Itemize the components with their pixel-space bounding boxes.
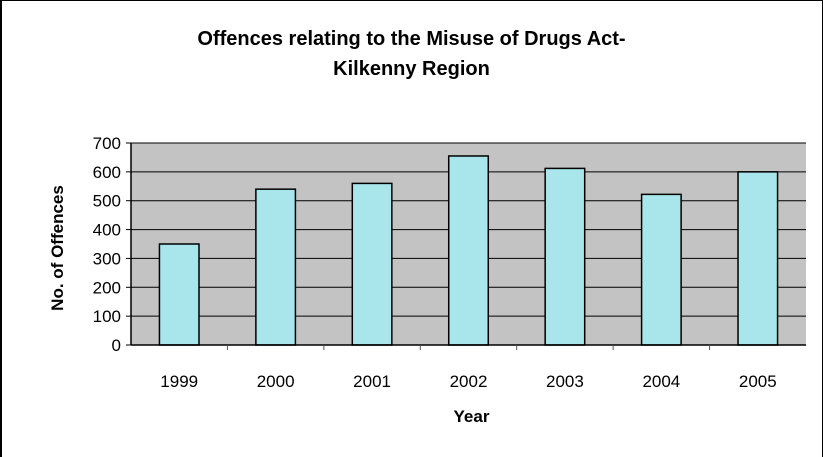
x-tick-label: 2005 (739, 372, 777, 391)
bar-2005 (737, 171, 779, 346)
bar-1999 (158, 243, 200, 346)
y-tick-label: 500 (93, 192, 121, 211)
y-tick-label: 200 (93, 278, 121, 297)
y-tick-label: 400 (93, 221, 121, 240)
axes (130, 143, 806, 346)
y-tick-label: 100 (93, 307, 121, 326)
x-tick-labels: 1999 2000 2001 2002 2003 2004 2005 (160, 345, 777, 391)
x-tick-label: 2004 (642, 372, 680, 391)
bar-2003 (544, 167, 586, 346)
bar-2002 (447, 155, 490, 346)
bar-2004 (640, 193, 682, 346)
chart-title: Offences relating to the Misuse of Drugs… (0, 24, 823, 84)
x-tick-label: 2001 (353, 372, 391, 391)
bar-2001 (351, 182, 393, 346)
y-tick-label: 300 (93, 249, 121, 268)
y-tick-label: 700 (93, 134, 121, 153)
y-axis-label: No. of Offences (48, 185, 67, 311)
y-tick-label: 0 (112, 336, 121, 355)
y-tick-label: 600 (93, 163, 121, 182)
y-tick-labels: 0 100 200 300 400 500 600 700 (93, 134, 131, 355)
x-tick-label: 1999 (160, 372, 198, 391)
chart-title-line-1: Offences relating to the Misuse of Drugs… (197, 28, 626, 50)
x-tick-label: 2000 (257, 372, 295, 391)
bar-2000 (255, 188, 297, 346)
x-tick-label: 2003 (546, 372, 584, 391)
x-axis-label: Year (454, 407, 490, 426)
chart-title-line-2: Kilkenny Region (333, 58, 490, 80)
x-tick-label: 2002 (450, 372, 488, 391)
